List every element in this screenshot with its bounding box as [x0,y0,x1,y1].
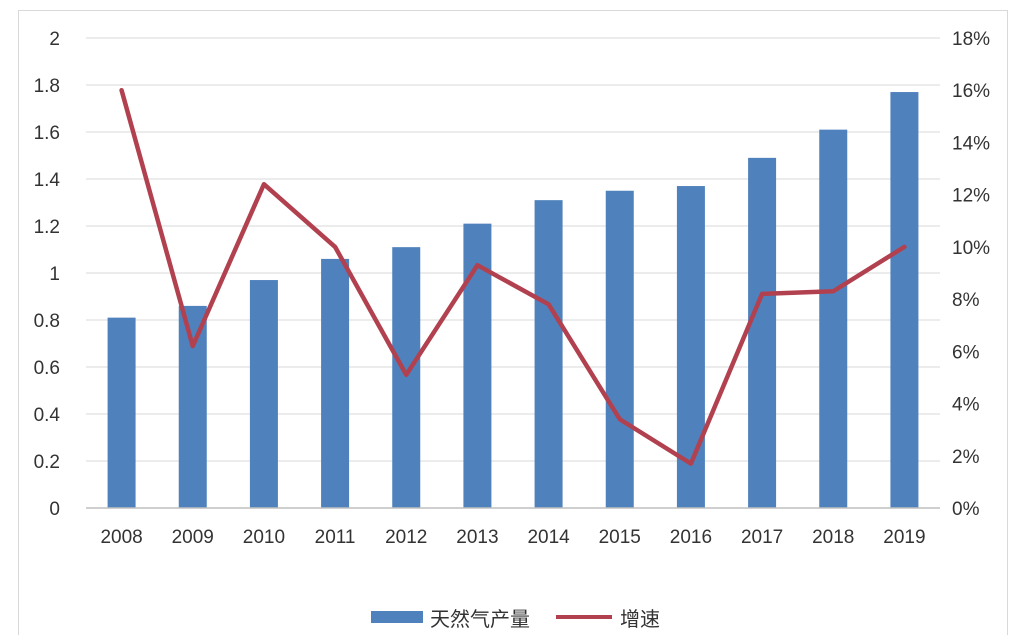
right-tick-label: 8% [952,290,980,311]
bar [249,280,278,508]
bar [890,92,919,509]
x-tick-label: 2012 [385,527,427,548]
x-tick-label: 2016 [670,527,712,548]
growth-line [119,87,907,466]
right-tick-label: 18% [952,29,990,50]
right-tick-label: 10% [952,238,990,259]
x-tick-label: 2017 [741,527,783,548]
x-tick-label: 2015 [599,527,641,548]
bar [534,200,563,508]
bar [676,186,705,509]
right-tick-label: 2% [952,447,980,468]
x-tick-label: 2010 [243,527,285,548]
x-tick-label: 2008 [100,527,142,548]
bar-series [107,92,919,509]
x-tick-label: 2019 [883,527,925,548]
left-tick-label: 0.8 [34,311,60,332]
bar [605,190,634,508]
bar [107,317,136,508]
right-tick-label: 14% [952,133,990,154]
bar [748,157,777,508]
left-tick-label: 2 [49,29,60,50]
right-tick-label: 4% [952,395,980,416]
legend: 天然气产量 增速 [371,607,660,631]
left-tick-label: 0.2 [34,452,60,473]
right-tick-label: 0% [952,499,980,520]
bar [178,305,207,508]
gridlines [86,37,940,509]
left-tick-label: 0.4 [34,405,61,426]
x-tick-label: 2013 [456,527,498,548]
left-tick-label: 0.6 [34,358,60,379]
x-tick-label: 2011 [315,527,356,548]
x-tick-label: 2018 [812,527,854,548]
left-tick-label: 1.8 [34,76,60,97]
x-tick-label: 2014 [527,527,570,548]
left-y-axis: 0 0.2 0.4 0.6 0.8 1 1.2 1.4 1.6 1.8 2 [34,29,61,520]
line-series [119,87,907,466]
right-tick-label: 6% [952,342,980,363]
left-tick-label: 0 [49,499,60,520]
right-tick-label: 12% [952,186,990,207]
bar [392,247,421,508]
legend-label-line: 增速 [620,607,660,631]
legend-swatch-bar [371,611,423,623]
right-tick-label: 16% [952,81,990,102]
left-tick-label: 1.4 [34,170,61,191]
x-axis: 2008 2009 2010 2011 2012 2013 2014 2015 2016 2017… [86,507,940,548]
bar [321,258,350,508]
left-tick-label: 1.2 [34,217,60,238]
bar [819,129,848,508]
right-y-axis: 0% 2% 4% 6% 8% 10% 12% 14% 16% 18% [952,29,990,520]
legend-label-bar: 天然气产量 [430,607,530,631]
x-tick-label: 2009 [172,527,214,548]
left-tick-label: 1 [49,264,60,285]
left-tick-label: 1.6 [34,123,60,144]
